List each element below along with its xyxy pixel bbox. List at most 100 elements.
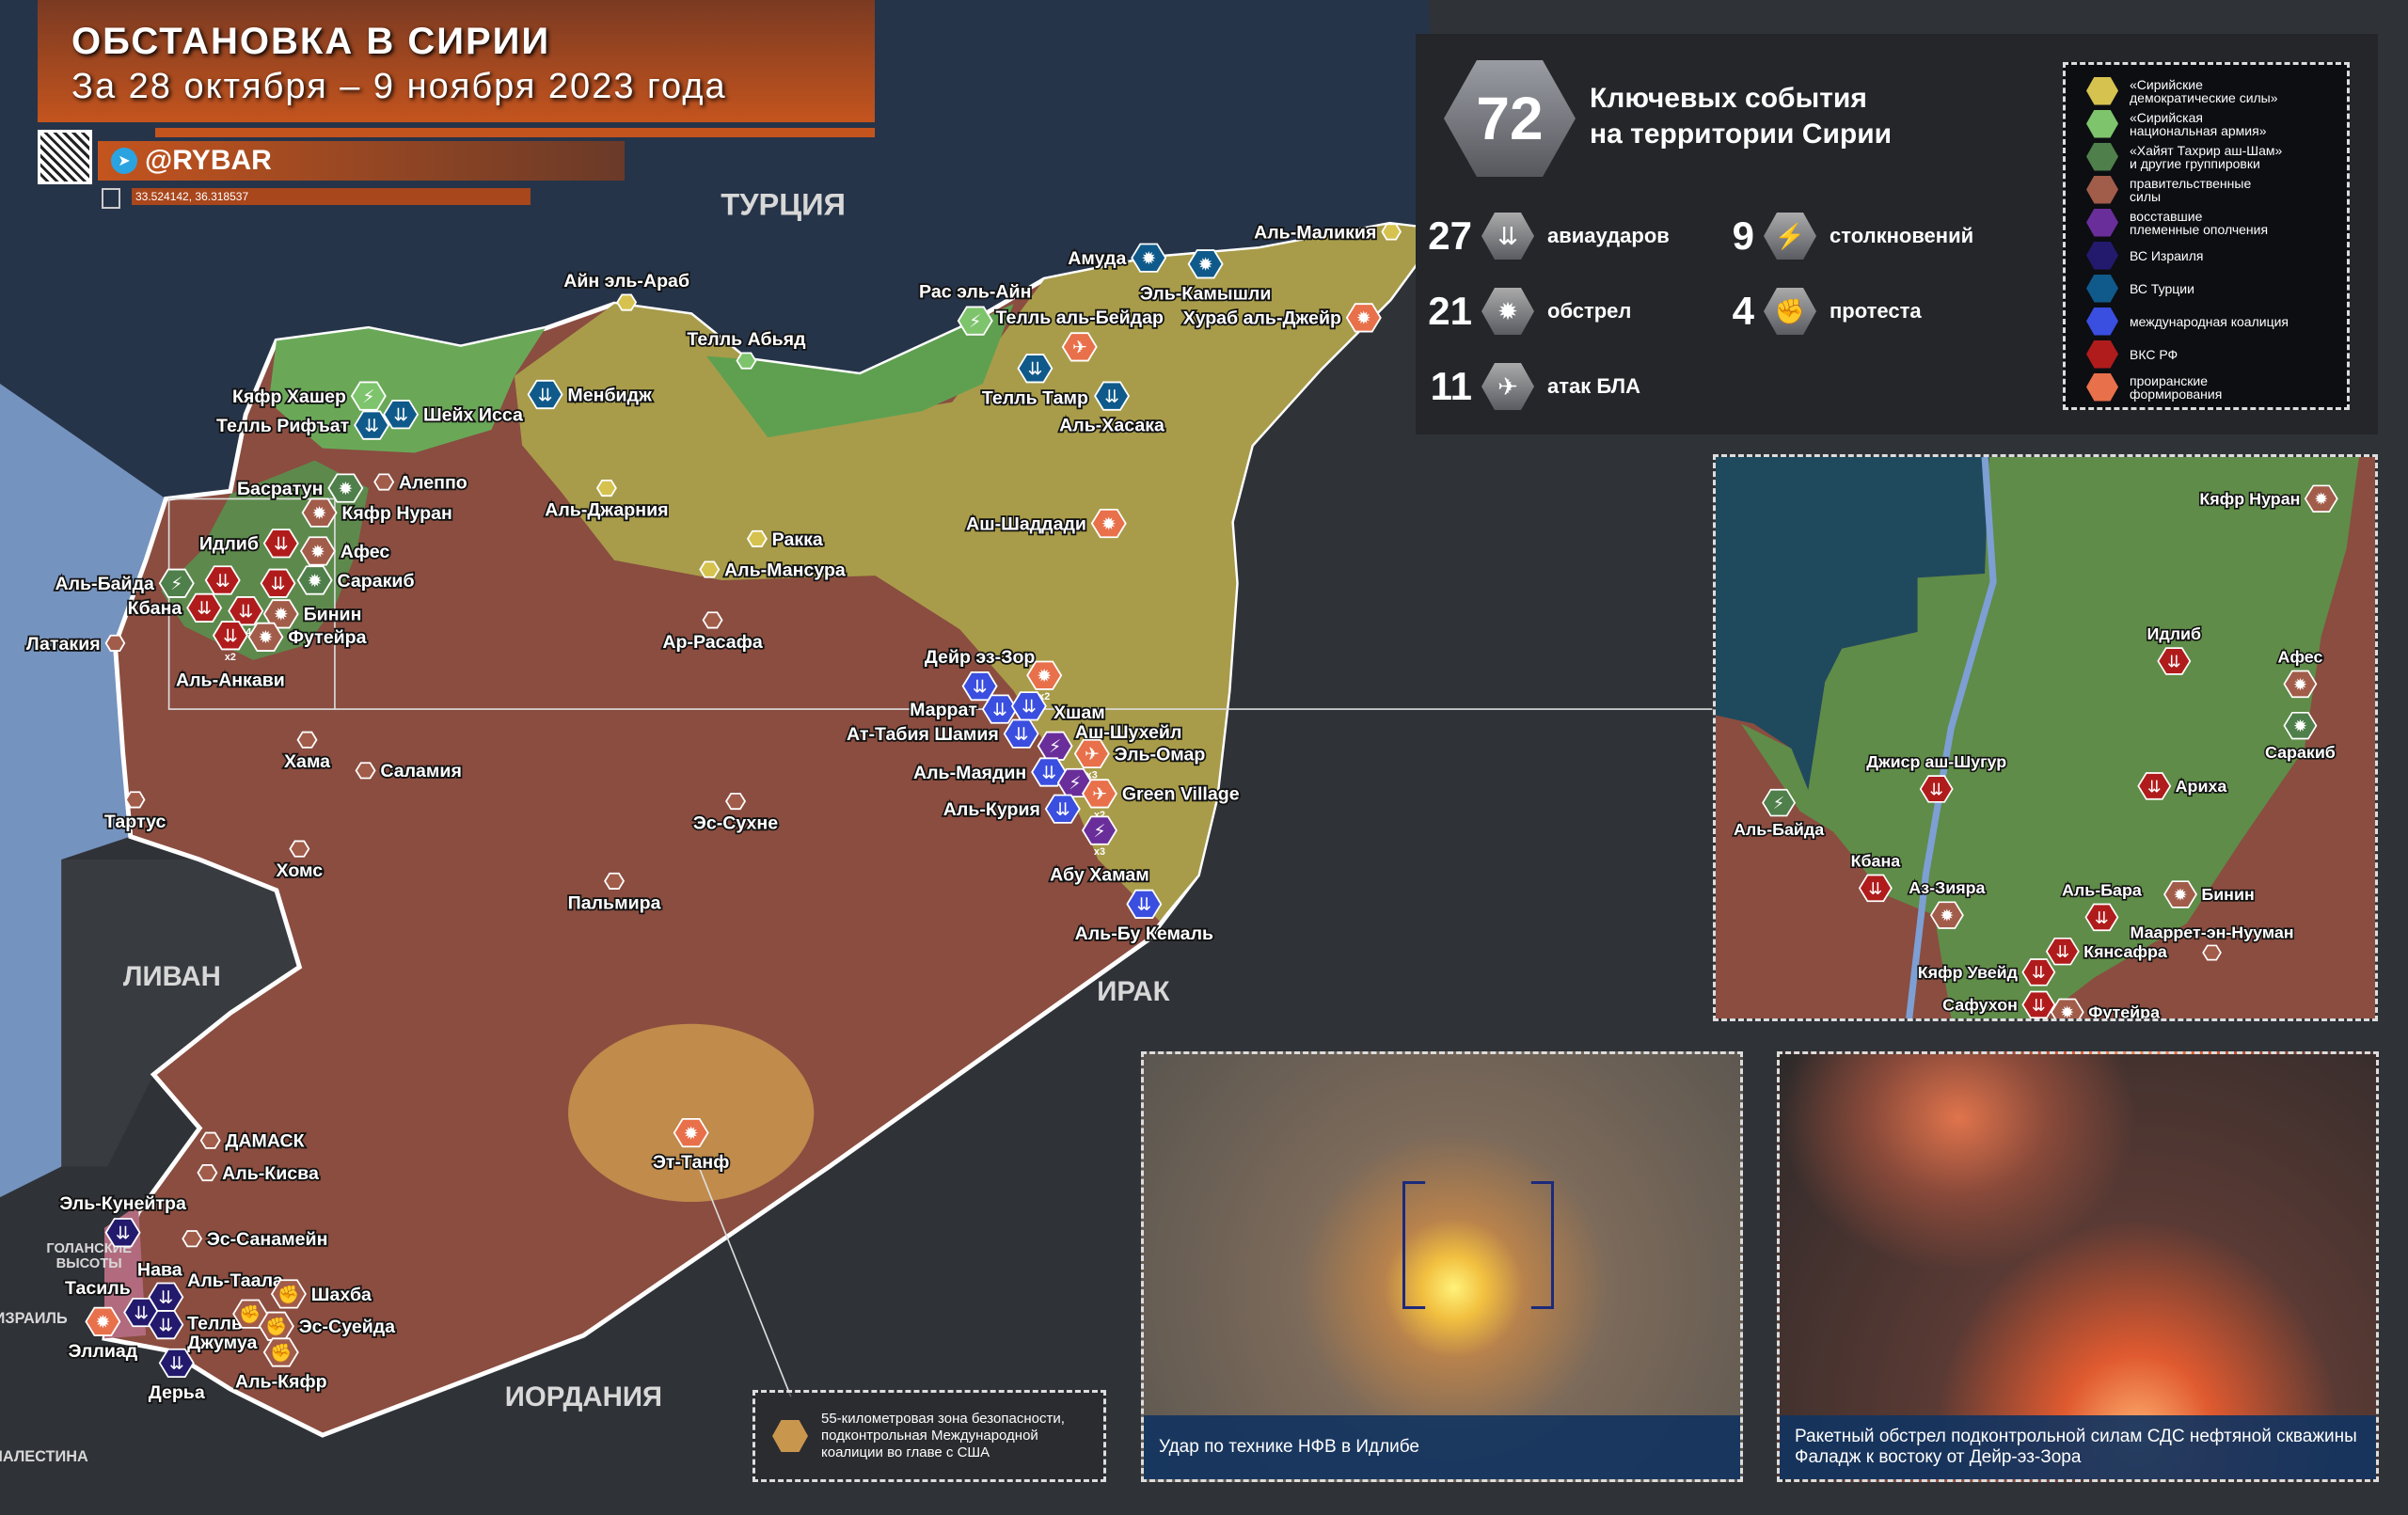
event-marker[interactable]: Алеппо [373,471,469,495]
event-marker[interactable]: Айн эль-Араб [562,269,691,311]
event-marker[interactable]: ✹ Аз-Зияра [1908,877,1987,929]
event-marker[interactable]: ✈ Телль аль-Бейдар [994,306,1165,362]
event-marker[interactable]: ✹ Бинин [2163,880,2256,908]
event-marker[interactable]: ✹ Эллиад [67,1306,140,1364]
event-marker[interactable]: ✹ Кяфр Нуран [301,497,454,528]
event-marker[interactable]: ⇊ Хшам [1010,691,1107,725]
qr-code[interactable] [38,130,92,184]
event-marker[interactable]: ✹ Саракиб [2263,711,2337,764]
event-marker[interactable]: ⇊ Дерьа [147,1348,208,1405]
event-marker[interactable]: ✹ Хураб аль-Джейр [1181,303,1382,333]
event-marker[interactable]: ⇊x4 [228,596,264,639]
event-marker[interactable]: Эс-Сухне [691,792,780,835]
drone-icon: ✈ [1481,363,1534,410]
event-marker[interactable]: ⇊ [260,568,296,598]
event-marker[interactable]: Ар-Расафа [661,611,766,655]
event-marker[interactable]: ⇊ Эль-Кунейтра [58,1191,189,1248]
event-marker[interactable]: ⚡ [1056,767,1093,798]
event-marker[interactable]: ⇊ [204,565,241,595]
event-marker[interactable]: Ракка [746,528,826,552]
event-marker[interactable]: ✊ Эс-Суейда [258,1311,398,1341]
event-marker[interactable]: ⇊ Аль-Маядин [911,757,1068,787]
event-marker[interactable]: ⇊ Телль Джумуа [148,1310,260,1355]
event-marker[interactable]: ✹ Басратун [235,473,364,503]
event-marker[interactable]: ✹ Эль-Камышли [1138,249,1273,306]
event-marker[interactable]: ⚡ Рас эль-Айн [917,280,1033,336]
event-marker[interactable]: ✈ x2 Green Village [1081,779,1241,821]
photo-idlib-strike[interactable]: Удар по технике НФВ в Идлибе [1141,1051,1743,1482]
event-marker[interactable]: Аль-Маликия [1252,221,1402,245]
event-marker[interactable]: Тартус [103,791,167,834]
event-marker[interactable]: ⇊ Телль Тамр [980,354,1090,410]
event-marker[interactable]: ✹ Футейра [2050,998,2162,1018]
event-marker[interactable]: ⇊ Ариха [2137,772,2228,800]
event-marker[interactable]: ⇊ Аль-Бара [2060,879,2144,932]
photo-falaj-shelling[interactable]: Ракетный обстрел подконтрольной силам СД… [1777,1051,2379,1482]
event-marker[interactable]: ⇊ x2 Аль-Анкави [174,621,287,692]
event-marker[interactable]: ✹ Амуда [1067,243,1167,273]
event-marker[interactable]: ⇊ Аль-Курия [942,794,1081,824]
event-marker[interactable]: ✹ Афес [2276,646,2324,699]
event-marker[interactable]: ⇊ Нава [135,1258,185,1312]
event-marker[interactable]: ✹ x2 [1026,660,1063,702]
place-label: Латакия [26,634,101,655]
event-marker[interactable]: Хама [282,731,333,774]
event-marker[interactable]: ✊ Аль-Кяфр [233,1337,328,1394]
event-marker[interactable]: ⇊Тасиль [63,1276,160,1328]
event-marker[interactable]: ✹ Футейра [247,622,369,652]
event-marker[interactable]: ⇊ Сафухон [1941,990,2056,1018]
stat-count: 11 [1430,364,1472,408]
event-marker[interactable]: Пальмира [566,872,663,915]
marker-hex [199,1131,221,1149]
event-marker[interactable]: Латакия [24,632,126,656]
event-marker[interactable]: ⇊ Кяфр Увейд [1916,958,2056,986]
event-marker[interactable]: ✹ Афес [299,536,391,566]
event-marker[interactable]: ⇊ Телль Рифъат [214,410,390,440]
event-marker[interactable]: Саламия [355,759,464,783]
marker-hex [2021,990,2056,1018]
event-marker[interactable]: ✈ x3 Эль-Омар [1073,738,1207,781]
event-marker[interactable]: Аль-Мансура [699,559,848,582]
brand-bar[interactable]: ➤ @RYBAR [98,141,625,181]
event-marker[interactable]: Хомс [275,840,325,883]
event-marker[interactable]: ⇊ Аль-Бу Кемаль [1073,889,1215,946]
event-marker[interactable]: ⚡ Аш-Шухейл [1037,720,1183,761]
legend-item-sdf: «Сирийские демократические силы» [2086,74,2347,107]
legend-label: ВС Турции [2130,280,2194,296]
checkbox[interactable] [102,188,120,209]
event-marker[interactable]: ⇊ Кбана [126,592,223,623]
event-marker[interactable]: ✊ Шахба [270,1279,374,1309]
event-marker[interactable]: ⇊ Шейх Исса [383,400,526,430]
event-marker[interactable]: ✹ Аш-Шаддади [964,508,1127,539]
event-marker[interactable]: ⇊ Аль-Хасака [1057,381,1167,437]
event-marker[interactable]: ⚡ Аль-Байда [54,568,195,598]
event-marker[interactable]: ⚡ Аль-Байда [1732,788,1826,841]
event-marker[interactable]: Мааррет-эн-Нууман [2129,922,2295,961]
event-marker[interactable]: ⇊ Идлиб [2146,623,2203,675]
event-marker[interactable]: Эс-Санамейн [182,1227,329,1252]
event-marker[interactable]: ⇊ Менбидж [527,379,655,410]
event-marker[interactable]: ✹ Кяфр Нуран [2198,484,2338,513]
event-marker[interactable]: ⇊ Джиср аш-Шугур [1865,750,2008,803]
event-marker[interactable]: Аль-Кисва [197,1161,322,1186]
place-label: Менбидж [567,385,653,405]
event-marker[interactable]: Аль-Джарния [543,479,670,522]
protest-icon: ✊ [265,1317,287,1337]
place-label: Маррат [910,700,977,720]
event-marker[interactable]: ⇊ Кянсафра [2045,937,2169,966]
event-marker[interactable]: ДАМАСК [199,1129,306,1153]
event-marker[interactable]: ✹ Эт-Танф [651,1117,731,1175]
event-marker[interactable]: ✊ Аль-Таала [185,1269,286,1329]
event-marker[interactable]: ⇊ Идлиб [198,529,299,559]
event-marker[interactable]: ⇊ Маррат [908,694,1018,724]
event-marker[interactable]: ⚡ Кяфр Хашер [230,381,387,411]
protest-icon: ✊ [1764,288,1816,335]
event-marker[interactable]: ⇊ Ат-Табия Шамия [845,718,1039,749]
event-marker[interactable]: ⇊ Кбана [1849,850,1902,903]
event-marker[interactable]: ✹ Саракиб [296,565,416,595]
event-marker[interactable]: ⚡ x3 Абу Хамам [1048,815,1151,887]
place-label: Аль-Таала [187,1270,284,1291]
place-label: ДАМАСК [225,1131,304,1152]
event-marker[interactable]: Телль Абьяд [686,327,808,370]
event-marker[interactable]: ✹ Бинин [262,599,363,629]
